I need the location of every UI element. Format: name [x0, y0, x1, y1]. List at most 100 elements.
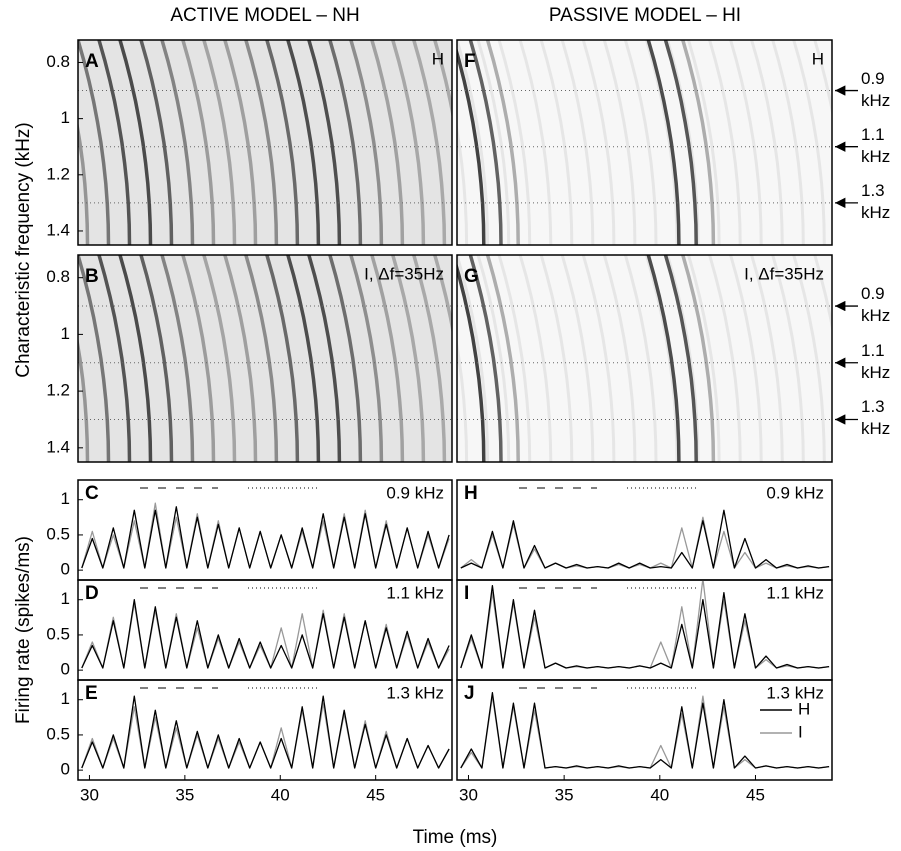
x-tick-label: 45 [746, 785, 765, 804]
stripe [457, 121, 469, 245]
x-axis-label: Time (ms) [413, 827, 498, 848]
x-tick-label: 40 [271, 785, 290, 804]
panel-annotation: 0.9 kHz [386, 483, 444, 502]
stripe [457, 47, 486, 245]
stripe [391, 255, 426, 462]
stripe [265, 255, 300, 462]
y-tick-label: 0 [61, 560, 70, 579]
marker-label: 1.1 kHz [861, 340, 891, 382]
stripe [349, 40, 384, 245]
stripe [813, 255, 832, 334]
y-tick-label: 1.2 [46, 164, 70, 183]
panel-background [78, 255, 452, 462]
stripe [78, 120, 90, 245]
stripe [681, 40, 716, 245]
panel-frame [456, 254, 833, 463]
stripe [457, 40, 490, 245]
stripe [663, 40, 698, 245]
stripe [666, 255, 700, 462]
panel [81, 687, 450, 769]
stripe [771, 255, 805, 462]
y-tick-label: 1.2 [46, 381, 70, 400]
panel [460, 687, 830, 769]
panel-frame [456, 39, 833, 246]
y-tick-label: 1 [61, 589, 70, 608]
rate-line [460, 516, 830, 569]
x-tick-label: 35 [555, 785, 574, 804]
stripe [160, 40, 195, 245]
panel [457, 255, 832, 462]
stripe [708, 40, 742, 245]
stripe [160, 255, 195, 462]
panel [460, 487, 830, 569]
stripe [792, 40, 826, 245]
stripe [518, 40, 553, 245]
y-tick-label: 0 [61, 660, 70, 679]
stripe [646, 255, 681, 462]
stripe [644, 255, 679, 462]
panel-background [457, 255, 832, 462]
stripe [750, 40, 784, 245]
panel [81, 487, 450, 569]
marker-label: 0.9 kHz [861, 284, 891, 326]
stripe [181, 40, 216, 245]
stripe [78, 40, 111, 245]
y-tick-label: 1.4 [46, 437, 70, 456]
stripe [497, 40, 532, 245]
stripe [468, 40, 503, 245]
stripe [223, 40, 258, 245]
stripe [792, 255, 826, 462]
stripe [663, 255, 698, 462]
panel-letter: C [85, 483, 99, 504]
stripe [581, 40, 616, 245]
stripe [623, 255, 658, 462]
stripe [391, 40, 426, 245]
y-tick-label: 0 [61, 760, 70, 779]
y-tick-label: 1 [61, 108, 70, 127]
panel-letter: B [85, 266, 99, 287]
panel-annotation: H [432, 49, 444, 68]
stripe [181, 255, 216, 462]
stripe [539, 255, 574, 462]
stripe [485, 40, 520, 245]
marker-label: 1.3 kHz [861, 180, 891, 222]
stripe [265, 40, 300, 245]
stripe [244, 40, 279, 245]
rate-line [460, 509, 830, 569]
y-tick-label: 1.4 [46, 220, 70, 239]
stripe [476, 40, 511, 245]
panel-frame [77, 679, 453, 781]
y-tick-label: 0.5 [46, 524, 70, 543]
stripe [644, 40, 679, 245]
panel-background [457, 40, 832, 245]
stripe [328, 255, 363, 462]
stripe [729, 255, 763, 462]
stripe [139, 40, 174, 245]
rate-line [81, 506, 450, 569]
stripe [518, 255, 553, 462]
stripe [560, 40, 595, 245]
column-title: PASSIVE MODEL – HI [549, 5, 741, 26]
x-tick-label: 30 [80, 785, 99, 804]
stripe [286, 40, 321, 245]
stripe [602, 255, 637, 462]
rate-line [460, 584, 830, 669]
stripe [97, 40, 132, 245]
stripe [485, 255, 520, 462]
panel-annotation: 1.1 kHz [766, 583, 824, 602]
stripe [457, 262, 486, 462]
stripe [560, 255, 595, 462]
stripe [813, 40, 832, 118]
panel [457, 40, 832, 245]
marker-label: 0.9 kHz [861, 68, 891, 110]
panel-annotation: 1.3 kHz [386, 683, 444, 702]
marker-label: 1.1 kHz [861, 124, 891, 166]
stripe [433, 40, 452, 119]
stripe [666, 40, 700, 245]
stripe [370, 40, 405, 245]
stripe [602, 40, 637, 245]
stripe [468, 255, 503, 462]
panel-letter: F [464, 51, 476, 72]
panel-letter: E [85, 683, 98, 704]
